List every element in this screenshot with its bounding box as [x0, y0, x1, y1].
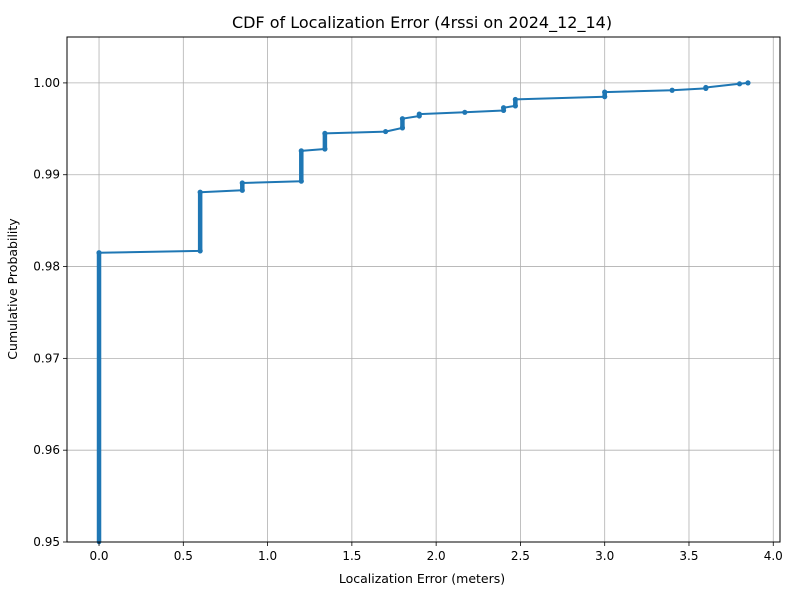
- cdf-point: [512, 96, 518, 103]
- y-tick-label: 0.99: [33, 168, 60, 182]
- y-tick-label: 0.96: [33, 443, 60, 457]
- y-tick-label: 0.98: [33, 260, 60, 274]
- x-tick-label: 3.0: [595, 549, 614, 563]
- chart-title: CDF of Localization Error (4rssi on 2024…: [232, 13, 612, 33]
- x-tick-label: 1.5: [342, 549, 361, 563]
- cdf-point: [602, 94, 608, 100]
- cdf-point: [322, 130, 328, 137]
- cdf-point: [462, 109, 468, 115]
- cdf-point: [239, 180, 245, 186]
- x-tick-label: 0.0: [89, 549, 108, 563]
- cdf-point: [703, 84, 709, 91]
- x-tick-label: 4.0: [764, 549, 783, 563]
- grid-lines: [67, 37, 780, 543]
- x-tick-label: 3.5: [679, 549, 698, 563]
- y-tick-label: 0.95: [33, 535, 60, 549]
- cdf-point: [399, 116, 406, 122]
- cdf-point: [298, 178, 304, 184]
- x-tick-label: 2.5: [511, 549, 530, 563]
- cdf-point: [382, 128, 389, 135]
- y-tick-label: 1.00: [33, 76, 60, 90]
- x-tick-label: 2.0: [427, 549, 446, 563]
- x-axis-label: Localization Error (meters): [339, 571, 505, 586]
- plot-frame: [66, 36, 781, 543]
- cdf-point: [512, 103, 518, 109]
- x-tick-label: 0.5: [174, 549, 193, 563]
- cdf-line: [98, 81, 749, 542]
- cdf-point: [197, 248, 203, 254]
- cdf-point: [322, 146, 328, 152]
- y-axis-label: Cumulative Probability: [5, 218, 20, 360]
- cdf-point: [197, 189, 203, 195]
- series-layer: [96, 80, 751, 545]
- cdf-point: [736, 81, 743, 87]
- cdf-point: [399, 125, 406, 131]
- cdf-point: [669, 87, 675, 93]
- y-tick-label: 0.97: [33, 351, 60, 365]
- cdf-point: [239, 187, 245, 193]
- cdf-point: [96, 250, 102, 256]
- cdf-point: [602, 89, 608, 95]
- cdf-point: [416, 111, 422, 117]
- x-tick-label: 1.0: [258, 549, 277, 563]
- cdf-point: [500, 105, 507, 111]
- cdf-point: [298, 148, 304, 154]
- tick-layer: 0.0 0.5 1.0 1.5 2.0 2.5 3.0 3.5 4.0 0.95 0.96 0.97 0…: [33, 76, 783, 563]
- cdf-point: [745, 80, 751, 86]
